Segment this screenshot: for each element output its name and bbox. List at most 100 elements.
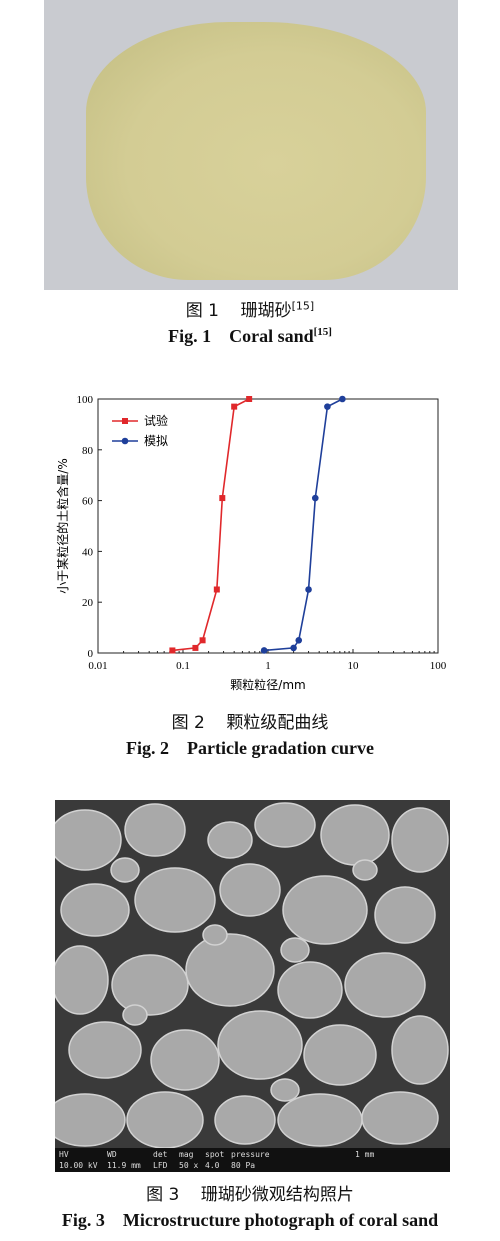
sem-label: det [153,1150,168,1159]
sand-grain [55,1093,126,1147]
sand-grain [374,886,436,944]
series-layer [169,395,346,654]
data-point-square [231,403,238,410]
legend-marker [121,437,129,445]
fig3-title-en: Microstructure photograph of coral sand [122,1210,439,1230]
sand-grain [277,1093,363,1147]
fig3-caption-en: Fig. 3 Microstructure photograph of cora… [0,1210,500,1231]
x-tick-label: 100 [430,660,447,672]
y-tick-label: 20 [82,597,94,609]
sem-value: 11.9 mm [107,1161,141,1170]
sand-grain [202,924,228,946]
sand-grain [282,875,368,945]
sand-grain [55,809,122,871]
x-tick-label: 1 [265,660,271,672]
y-tick-label: 80 [82,445,94,457]
fig2-number-cn: 图 2 [171,713,205,733]
fig3-number-cn: 图 3 [146,1185,180,1205]
sand-grain [110,857,140,883]
y-tick-label: 60 [82,496,94,508]
y-axis-label: 小于某粒径的土粒含量/% [55,458,70,593]
fig2-caption-en: Fig. 2 Particle gradation curve [0,738,500,759]
sand-grain [134,867,216,933]
sem-info-bar: HV WD det mag spot pressure 1 mm 10.00 kV 11.9 … [55,1148,450,1172]
sand-grain [150,1029,220,1091]
data-point-circle [305,586,312,593]
sand-grain [254,802,316,848]
fig1-number-cn: 图 1 [185,301,219,321]
data-point-square [219,495,226,502]
sem-grains [55,800,450,1149]
data-point-square [246,396,253,402]
sem-value: 4.0 [205,1161,220,1170]
legend-label: 模拟 [144,434,168,448]
data-point-circle [295,637,303,644]
x-axis-label: 颗粒粒径/mm [230,677,305,692]
data-point-circle [339,395,346,403]
x-tick-label: 0.01 [88,660,107,672]
sem-value: 80 Pa [231,1161,256,1170]
fig1-caption-cn: 图 1 珊瑚砂[15] [0,296,500,321]
fig1-ref-cn: [15] [291,299,315,313]
fig3-number-en: Fig. 3 [61,1210,105,1230]
data-point-circle [324,403,331,410]
x-tick-label: 10 [348,660,360,672]
sem-value: LFD [153,1161,168,1170]
sem-value: 50 x [179,1161,199,1170]
y-tick-label: 40 [82,546,94,558]
fig3-caption-cn: 图 3 珊瑚砂微观结构照片 [0,1180,500,1205]
sand-grain [280,937,310,963]
sem-micrograph: HV WD det mag spot pressure 1 mm 10.00 kV 11.9 … [55,800,450,1172]
y-tick-label: 100 [77,394,94,406]
sand-grain [207,821,253,859]
fig1-ref-en: [15] [313,326,332,338]
sem-label: WD [107,1150,117,1159]
fig1-caption-en: Fig. 1 Coral sand[15] [0,326,500,347]
sand-grain [303,1024,377,1086]
sand-grain [219,863,281,917]
sand-grain [344,952,426,1018]
sand-grain [361,1091,439,1145]
sand-grain [391,807,449,873]
legend-label: 试验 [144,413,168,428]
sand-grain [60,883,130,937]
fig3-title-cn: 珊瑚砂微观结构照片 [200,1185,354,1205]
fig1-number-en: Fig. 1 [168,326,212,346]
sand-grain [214,1095,276,1145]
sand-grain [277,961,343,1019]
legend-marker [122,418,128,424]
sand-grain [185,933,275,1007]
sand-pile [86,22,426,280]
sand-grain [320,804,390,866]
fig2-number-en: Fig. 2 [126,738,170,758]
sand-grain [352,859,378,881]
sand-grain [122,1004,148,1026]
sem-label: spot [205,1150,225,1159]
sem-label: mag [179,1150,194,1159]
y-tick-label: 0 [88,648,94,660]
sand-grain [68,1021,142,1079]
fig1-title-en: Coral sand [229,326,314,346]
sand-grain [270,1078,300,1102]
x-tick-label: 0.1 [176,660,190,672]
sand-grain [55,945,109,1015]
fig2-title-en: Particle gradation curve [187,738,374,758]
fig1-title-cn: 珊瑚砂 [240,301,292,321]
series-line-0 [172,398,250,652]
sand-grain [391,1015,449,1085]
data-point-square [213,586,220,593]
sand-grain [111,954,189,1016]
series-line-1 [264,398,343,652]
gradation-chart: 0.01 0.1 1 10 100 0 20 40 60 80 100 试验模拟 颗粒粒径/mm 小… [55,385,475,705]
data-point-circle [290,644,297,652]
sand-grain [124,803,186,857]
sand-grain [217,1010,303,1080]
sand-grain [126,1091,204,1149]
fig2-title-cn: 颗粒级配曲线 [226,713,329,733]
coral-sand-photo [44,0,458,290]
data-point-square [199,637,206,644]
data-point-circle [311,494,319,502]
data-point-circle [260,647,268,654]
